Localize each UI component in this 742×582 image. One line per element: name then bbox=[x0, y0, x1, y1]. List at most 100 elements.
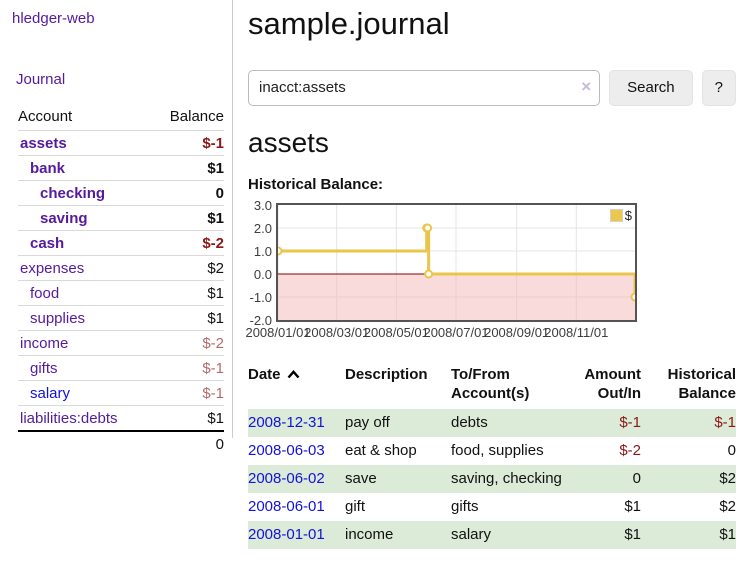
transaction-row: 2008-01-01 income salary $1 $1 bbox=[248, 520, 736, 549]
chart-title: Historical Balance: bbox=[248, 175, 384, 193]
account-row: gifts $-1 bbox=[18, 355, 224, 381]
transaction-balance: $2 bbox=[719, 497, 736, 515]
transaction-amount: $1 bbox=[624, 525, 641, 543]
account-balance: $1 bbox=[151, 155, 224, 181]
transaction-accounts: gifts bbox=[451, 497, 479, 515]
account-link[interactable]: saving bbox=[40, 210, 88, 227]
transaction-accounts: debts bbox=[451, 413, 488, 431]
transaction-row: 2008-06-01 gift gifts $1 $2 bbox=[248, 493, 736, 521]
account-balance: 0 bbox=[151, 180, 224, 206]
app-brand-link[interactable]: hledger-web bbox=[12, 10, 95, 27]
account-balance: $1 bbox=[151, 305, 224, 331]
clear-search-icon[interactable]: × bbox=[581, 76, 592, 96]
account-link[interactable]: income bbox=[20, 335, 69, 352]
main-content: sample.journal × Search ? assets Histori… bbox=[233, 0, 742, 549]
account-heading: assets bbox=[248, 126, 329, 158]
account-balance: $1 bbox=[151, 280, 224, 306]
page-title: sample.journal bbox=[248, 6, 450, 41]
transaction-row: 2008-06-02 save saving, checking 0 $2 bbox=[248, 464, 736, 493]
chart-plot-svg bbox=[278, 204, 635, 320]
account-row: saving $1 bbox=[18, 205, 224, 231]
transaction-accounts: food, supplies bbox=[451, 441, 544, 459]
accounts-header-balance: Balance bbox=[169, 108, 224, 125]
transaction-balance: $2 bbox=[719, 469, 736, 487]
transaction-accounts: salary bbox=[451, 525, 492, 543]
column-header-amount: Amount Out/In bbox=[584, 365, 641, 403]
accounts-tbody: assets $-1 bank $1 checking 0 saving $1 … bbox=[18, 130, 224, 431]
accounts-total-row: 0 bbox=[18, 430, 224, 456]
legend-label: $ bbox=[624, 207, 632, 223]
accounts-total-spacer bbox=[18, 430, 152, 456]
account-link[interactable]: assets bbox=[20, 135, 67, 152]
transaction-description: eat & shop bbox=[345, 441, 417, 459]
transaction-amount: 0 bbox=[632, 469, 641, 487]
transaction-amount: $-2 bbox=[619, 441, 641, 459]
transaction-description: gift bbox=[345, 497, 366, 515]
account-row: bank $1 bbox=[18, 155, 224, 181]
transactions-tbody: 2008-12-31 pay off debts $-1 $-1 2008-06… bbox=[248, 408, 736, 549]
account-link[interactable]: gifts bbox=[30, 360, 58, 377]
account-balance: $-2 bbox=[151, 230, 224, 256]
sidebar-item-journal[interactable]: Journal bbox=[16, 71, 66, 88]
transaction-description: pay off bbox=[345, 413, 390, 431]
account-link[interactable]: cash bbox=[30, 235, 65, 252]
account-balance: $1 bbox=[151, 205, 224, 231]
transaction-row: 2008-06-03 eat & shop food, supplies $-2… bbox=[248, 437, 736, 465]
transaction-balance: 0 bbox=[727, 441, 736, 459]
transaction-amount: $-1 bbox=[619, 413, 641, 431]
column-header-date[interactable]: Date bbox=[248, 363, 345, 409]
balance-chart: 3.0 2.0 1.0 0.0 -1.0 -2.0 $ 2008/01/01 2008/03… bbox=[245, 198, 736, 344]
transaction-balance: $-1 bbox=[714, 413, 736, 431]
accounts-total-value: 0 bbox=[151, 430, 224, 456]
account-row: food $1 bbox=[18, 280, 224, 306]
account-row: salary $-1 bbox=[18, 380, 224, 406]
transaction-date-link[interactable]: 2008-12-31 bbox=[248, 413, 325, 431]
transaction-description: income bbox=[345, 525, 394, 543]
transaction-date-link[interactable]: 2008-01-01 bbox=[248, 525, 325, 543]
account-link[interactable]: liabilities:debts bbox=[20, 410, 118, 427]
account-balance: $-1 bbox=[151, 130, 224, 156]
account-row: supplies $1 bbox=[18, 305, 224, 331]
account-row: expenses $2 bbox=[18, 255, 224, 281]
account-balance: $2 bbox=[151, 255, 224, 281]
help-button[interactable]: ? bbox=[701, 69, 736, 106]
account-link[interactable]: salary bbox=[30, 385, 71, 402]
account-link[interactable]: bank bbox=[30, 160, 66, 177]
transactions-table: Date Description To/From Account(s) Amou… bbox=[248, 363, 736, 549]
account-row: assets $-1 bbox=[18, 130, 224, 156]
search-button[interactable]: Search bbox=[609, 69, 693, 106]
chart-legend: $ bbox=[609, 207, 632, 223]
account-row: income $-2 bbox=[18, 330, 224, 356]
search-bar: × Search ? bbox=[248, 69, 736, 106]
transaction-date-link[interactable]: 2008-06-03 bbox=[248, 441, 325, 459]
account-balance: $-1 bbox=[151, 355, 224, 381]
transaction-amount: $1 bbox=[624, 497, 641, 515]
transaction-balance: $1 bbox=[719, 525, 736, 543]
accounts-table: Account Balance assets $-1 bank $1 check… bbox=[18, 104, 224, 456]
sidebar: hledger-web Journal Account Balance asse… bbox=[0, 0, 233, 456]
transaction-accounts: saving, checking bbox=[451, 469, 562, 487]
account-link[interactable]: checking bbox=[40, 185, 106, 202]
transaction-date-link[interactable]: 2008-06-01 bbox=[248, 497, 325, 515]
legend-swatch-icon bbox=[609, 208, 623, 222]
column-header-description: Description bbox=[345, 365, 428, 383]
account-link[interactable]: supplies bbox=[30, 310, 86, 327]
account-link[interactable]: food bbox=[30, 285, 60, 302]
account-row: checking 0 bbox=[18, 180, 224, 206]
column-header-date-label: Date bbox=[248, 365, 281, 383]
account-balance: $1 bbox=[151, 405, 224, 431]
transaction-description: save bbox=[345, 469, 377, 487]
chart-plot: $ bbox=[276, 202, 637, 322]
search-input-wrap: × bbox=[248, 69, 601, 106]
search-input[interactable] bbox=[248, 69, 601, 106]
column-header-accounts: To/From Account(s) bbox=[451, 365, 530, 403]
account-link[interactable]: expenses bbox=[20, 260, 85, 277]
sort-ascending-icon bbox=[287, 369, 299, 378]
column-header-balance: Historical Balance bbox=[667, 365, 736, 403]
account-row: cash $-2 bbox=[18, 230, 224, 256]
transaction-date-link[interactable]: 2008-06-02 bbox=[248, 469, 325, 487]
account-balance: $-2 bbox=[151, 330, 224, 356]
accounts-header-row: Account Balance bbox=[18, 104, 224, 131]
account-row: liabilities:debts $1 bbox=[18, 405, 224, 431]
transaction-row: 2008-12-31 pay off debts $-1 $-1 bbox=[248, 408, 736, 437]
